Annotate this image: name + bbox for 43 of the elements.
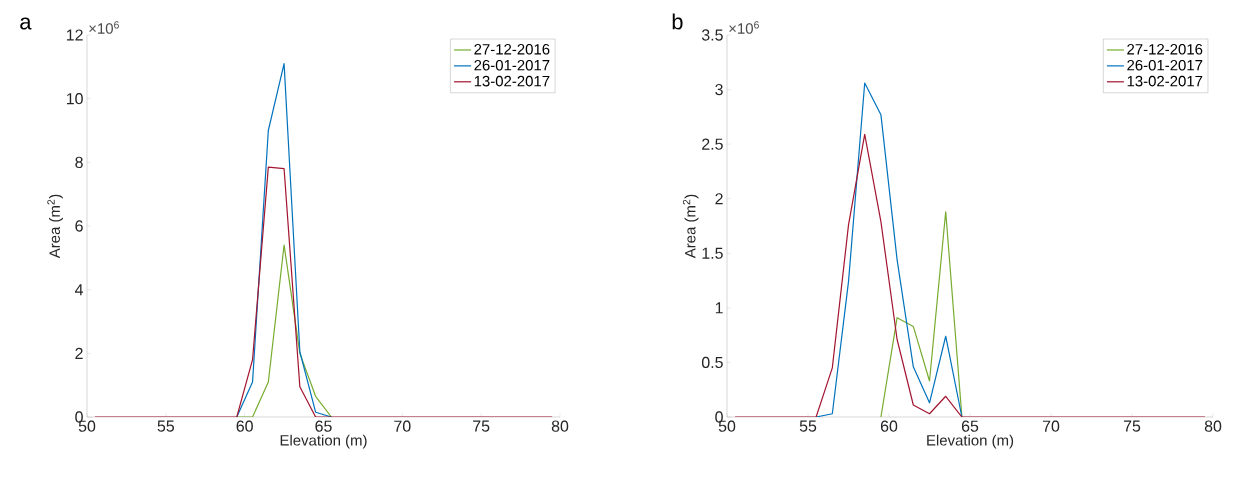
y-tick-label: 1.5 bbox=[702, 247, 723, 259]
x-tick-label: 70 bbox=[394, 420, 411, 432]
x-tick-label: 65 bbox=[315, 420, 332, 432]
y-tick-label: 4 bbox=[74, 284, 84, 296]
y-tick-label: 2.5 bbox=[702, 138, 723, 150]
line-series bbox=[880, 211, 963, 417]
x-tick-label: 70 bbox=[1042, 420, 1060, 432]
x-tick-label: 55 bbox=[157, 420, 175, 432]
text: ×10$^{6}$ bbox=[729, 21, 759, 34]
y-axis-title: Area (m$^{2}$) bbox=[47, 194, 63, 259]
line-series bbox=[236, 63, 332, 417]
legend-label: 26-01-2017 bbox=[1127, 59, 1203, 71]
x-tick-label: 75 bbox=[473, 420, 490, 432]
x-axis-title: Elevation (m) bbox=[927, 434, 1014, 449]
y-tick-label: 2 bbox=[75, 347, 83, 359]
line-series bbox=[815, 82, 963, 417]
y-tick-label: 3 bbox=[715, 83, 723, 96]
x-tick-label: 60 bbox=[236, 420, 253, 432]
legend-label: 13-02-2017 bbox=[474, 75, 550, 87]
y-tick-label: 8 bbox=[75, 156, 83, 168]
x-tick-label: 80 bbox=[1204, 420, 1222, 432]
chart-title: a bbox=[20, 17, 32, 30]
y-tick-label: 0.5 bbox=[701, 356, 723, 369]
y-tick-label: 3.5 bbox=[701, 29, 723, 41]
legend-label: 26-01-2017 bbox=[474, 59, 550, 71]
x-tick-label: 80 bbox=[551, 420, 569, 432]
legend-label: 27-12-2016 bbox=[474, 44, 550, 55]
y-tick-label: 1 bbox=[715, 302, 723, 314]
chart-title: b bbox=[672, 13, 683, 30]
text: ×10$^{6}$ bbox=[89, 21, 119, 34]
y-tick-label: 2 bbox=[715, 193, 723, 205]
x-axis-title: Elevation (m) bbox=[280, 434, 367, 449]
y-tick-label: 12 bbox=[66, 29, 83, 41]
legend-label: 13-02-2017 bbox=[1127, 75, 1203, 87]
x-tick-label: 75 bbox=[1123, 420, 1141, 432]
x-tick-label: 55 bbox=[799, 420, 817, 432]
x-tick-label: 60 bbox=[880, 420, 898, 432]
y-axis-title: Area (m$^{2}$) bbox=[682, 194, 699, 259]
line-series bbox=[236, 244, 332, 417]
legend-label: 27-12-2016 bbox=[1127, 44, 1203, 55]
x-tick-label: 65 bbox=[961, 420, 979, 432]
y-tick-label: 6 bbox=[75, 220, 83, 232]
y-tick-label: 10 bbox=[66, 93, 83, 105]
